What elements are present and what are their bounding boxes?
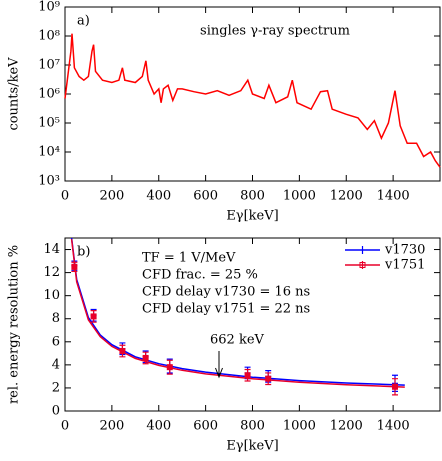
data-point <box>71 263 78 270</box>
x-tick-label: 400 <box>146 189 171 204</box>
x-axis-label: Eγ[keV] <box>226 209 278 224</box>
x-tick-label: 600 <box>193 189 218 204</box>
data-point <box>265 375 272 382</box>
y-tick-label: 12 <box>43 265 60 280</box>
x-tick-label: 1000 <box>283 189 316 204</box>
chart-title: singles γ-ray spectrum <box>200 24 350 39</box>
legend-marker <box>359 262 366 268</box>
y-axis-label: rel. energy resolution % <box>7 245 22 404</box>
x-tick-label: 800 <box>240 419 265 434</box>
x-tick-label: 0 <box>61 419 69 434</box>
x-tick-label: 1200 <box>330 189 363 204</box>
legend-label: v1751 <box>384 258 425 273</box>
y-tick-label: 10⁵ <box>38 116 60 131</box>
x-tick-label: 400 <box>146 419 171 434</box>
x-axis-label: Eγ[keV] <box>226 439 278 454</box>
fit-curve <box>70 239 405 388</box>
y-tick-label: 10⁶ <box>38 87 60 102</box>
annotation: TF = 1 V/MeV <box>142 251 236 266</box>
annotation: 662 keV <box>210 333 265 348</box>
y-tick-label: 2 <box>52 380 60 395</box>
y-tick-label: 8 <box>52 311 60 326</box>
annotation: CFD delay v1751 = 22 ns <box>142 302 310 317</box>
y-tick-label: 10 <box>43 288 60 303</box>
x-tick-label: 0 <box>61 189 69 204</box>
x-tick-label: 600 <box>193 419 218 434</box>
x-tick-label: 800 <box>240 189 265 204</box>
arrow <box>215 351 223 379</box>
x-tick-label: 200 <box>99 189 124 204</box>
annotation: CFD delay v1730 = 16 ns <box>142 285 310 300</box>
panel-label: a) <box>77 14 90 29</box>
panel: 0 200 400 600 800 1000 1200 1400 0 2 4 6 8 10 12 14 Eγ[k… <box>7 237 441 454</box>
y-tick-label: 4 <box>52 357 60 372</box>
data-point <box>244 372 251 379</box>
data-point <box>119 348 126 355</box>
y-tick-label: 0 <box>52 404 60 419</box>
spectrum-line <box>64 33 441 168</box>
x-tick-label: 1400 <box>377 189 410 204</box>
panel: 0 200 400 600 800 1000 1200 1400 10³ 10⁴ 10⁵ 10⁶ 10⁷… <box>7 0 441 224</box>
x-tick-label: 1000 <box>283 419 316 434</box>
y-tick-label: 6 <box>52 334 60 349</box>
y-tick-label: 10³ <box>38 174 60 189</box>
data-point <box>90 313 97 320</box>
annotation: CFD frac. = 25 % <box>142 268 258 283</box>
y-axis-label: counts/keV <box>7 57 22 131</box>
x-tick-label: 1400 <box>377 419 410 434</box>
panel-label: b) <box>77 245 90 260</box>
legend-label: v1730 <box>384 243 425 258</box>
y-tick-label: 14 <box>43 242 60 257</box>
data-point <box>392 383 398 390</box>
y-tick-label: 10⁹ <box>38 0 60 15</box>
x-tick-label: 200 <box>99 419 124 434</box>
y-tick-label: 10⁸ <box>38 29 60 44</box>
y-tick-label: 10⁴ <box>38 145 60 160</box>
x-tick-label: 1200 <box>330 419 363 434</box>
data-point <box>166 364 173 371</box>
y-tick-label: 10⁷ <box>38 58 60 73</box>
data-point <box>142 354 149 361</box>
